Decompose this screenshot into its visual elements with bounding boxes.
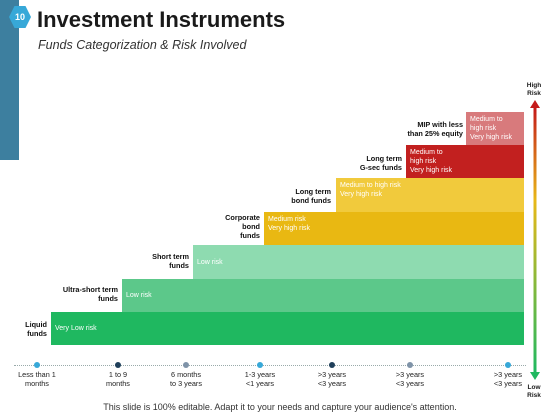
fund-label: Short term funds xyxy=(152,252,189,270)
timeline-label-line: months xyxy=(25,379,49,388)
timeline-label: >3 years <3 years xyxy=(476,370,540,388)
fund-label-line: bond xyxy=(242,222,260,231)
arrow-head-down-icon xyxy=(530,372,540,380)
low-risk-line: Risk xyxy=(527,392,541,399)
fund-label-line: funds xyxy=(240,231,260,240)
fund-label-line: G-sec funds xyxy=(359,163,402,172)
risk-text-line: Medium risk xyxy=(268,216,306,223)
timeline-dot xyxy=(115,362,121,368)
risk-text-line: Very high risk xyxy=(340,191,383,198)
page-subtitle: Funds Categorization & Risk Involved xyxy=(38,38,247,52)
risk-arrow xyxy=(530,100,540,380)
fund-step-block: Low risk xyxy=(122,279,524,312)
fund-label-line: Ultra-short term xyxy=(62,285,118,294)
high-risk-label: High Risk xyxy=(523,82,545,98)
timeline-label-line: >3 years xyxy=(317,370,347,379)
fund-label-line: MIP with less xyxy=(417,120,463,129)
fund-label-line: Long term xyxy=(366,154,402,163)
timeline-label-line: <3 years xyxy=(493,379,523,388)
risk-text-line: Very high risk xyxy=(470,134,513,141)
fund-label-line: funds xyxy=(169,261,189,270)
risk-text-line: Medium to high risk xyxy=(340,182,401,189)
fund-label-line: Liquid xyxy=(25,320,47,329)
fund-step-block: Medium risk Very high risk xyxy=(264,212,524,245)
fund-label: Corporate bond funds xyxy=(225,213,260,240)
timeline-label: >3 years <3 years xyxy=(378,370,442,388)
fund-label: Long term G-sec funds xyxy=(360,154,402,172)
timeline-label: >3 years <3 years xyxy=(300,370,364,388)
timeline-label-line: months xyxy=(106,379,130,388)
fund-step-block: Low risk xyxy=(193,245,524,279)
fund-step-block: Very Low risk xyxy=(51,312,524,345)
fund-label-line: bond funds xyxy=(291,196,331,205)
risk-text-line: Low risk xyxy=(197,258,223,266)
risk-text-line: Medium to xyxy=(470,116,503,123)
risk-text-line: high risk xyxy=(410,158,437,165)
risk-text-line: high risk xyxy=(470,125,497,132)
timeline-label-line: <3 years xyxy=(395,379,425,388)
fund-label: Ultra-short term funds xyxy=(63,285,118,303)
fund-label-line: Corporate xyxy=(225,213,260,222)
page-title: Investment Instruments xyxy=(37,7,286,32)
timeline-label-line: 6 months xyxy=(170,370,201,379)
fund-label: Liquid funds xyxy=(25,320,47,338)
timeline-dot xyxy=(407,362,413,368)
fund-label-line: funds xyxy=(98,294,118,303)
timeline-dot xyxy=(505,362,511,368)
risk-text-line: Very high risk xyxy=(410,167,453,174)
timeline-dot xyxy=(183,362,189,368)
high-risk-line: High xyxy=(526,82,542,89)
risk-text-line: Low risk xyxy=(126,292,152,299)
timeline-label: Less than 1 months xyxy=(5,370,69,388)
timeline-dot xyxy=(257,362,263,368)
low-risk-line: Low xyxy=(527,384,541,391)
low-risk-label: Low Risk xyxy=(523,384,545,400)
timeline-label: 1 to 9 months xyxy=(86,370,150,388)
timeline-label-line: 1-3 years xyxy=(244,370,276,379)
risk-text-line: Very Low risk xyxy=(55,325,97,332)
fund-step-block: Medium to high risk Very high risk xyxy=(406,145,524,178)
fund-label: Long term bond funds xyxy=(291,187,331,205)
timeline-dot xyxy=(34,362,40,368)
timeline-label: 1-3 years <1 years xyxy=(228,370,292,388)
risk-text-line: Very high risk xyxy=(268,225,311,232)
footer-note: This slide is 100% editable. Adapt it to… xyxy=(103,402,457,412)
timeline-dot xyxy=(329,362,335,368)
fund-step-block: Medium to high risk Very high risk xyxy=(466,112,524,145)
arrow-head-up-icon xyxy=(530,100,540,108)
timeline-label-line: to 3 years xyxy=(169,379,203,388)
timeline-label-line: 1 to 9 xyxy=(108,370,128,379)
risk-text-line: Medium to xyxy=(410,149,443,156)
timeline-axis xyxy=(14,365,526,366)
fund-label-line: funds xyxy=(27,329,47,338)
high-risk-line: Risk xyxy=(527,90,541,97)
accent-bar xyxy=(0,0,19,160)
timeline-label-line: <1 years xyxy=(245,379,275,388)
timeline-label-line: >3 years xyxy=(493,370,523,379)
timeline-label-line: <3 years xyxy=(317,379,347,388)
fund-label-line: Short term xyxy=(152,252,189,261)
fund-label-line: Long term xyxy=(295,187,331,196)
timeline-label-line: >3 years xyxy=(395,370,425,379)
timeline-label: 6 months to 3 years xyxy=(154,370,218,388)
slide-number-badge: 10 xyxy=(9,6,31,28)
fund-label-line: than 25% equity xyxy=(407,129,463,138)
timeline-label-line: Less than 1 xyxy=(18,370,56,379)
fund-step-block: Medium to high risk Very high risk xyxy=(336,178,524,212)
fund-label: MIP with less than 25% equity xyxy=(407,120,463,138)
